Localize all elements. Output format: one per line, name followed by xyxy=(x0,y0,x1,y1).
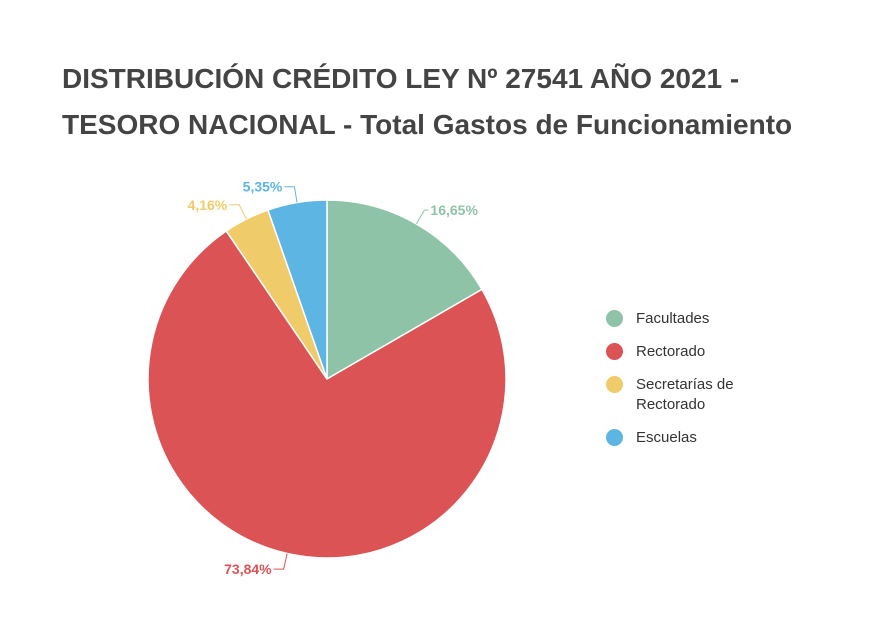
leader-line-secretarias-de-rectorado xyxy=(229,204,247,220)
legend-label: Facultades xyxy=(636,310,710,327)
legend-item-escuelas[interactable]: Escuelas xyxy=(606,428,826,448)
legend-item-rectorado[interactable]: Rectorado xyxy=(606,342,826,362)
leader-line-escuelas xyxy=(284,186,298,203)
data-label-rectorado: 73,84% xyxy=(224,561,272,577)
legend: Facultades Rectorado Secretarías de Rector… xyxy=(606,309,826,461)
data-label-secretarias-de-rectorado: 4,16% xyxy=(188,197,228,213)
legend-swatch xyxy=(606,376,623,393)
data-labels: 16,65% 73,84% 4,16% 5,35% xyxy=(188,179,479,577)
legend-label: Escuelas xyxy=(636,429,697,446)
legend-swatch xyxy=(606,310,623,327)
legend-swatch xyxy=(606,429,623,446)
legend-label: Rectorado xyxy=(636,343,706,360)
pie-slices xyxy=(147,199,507,559)
data-label-facultades: 16,65% xyxy=(430,202,478,218)
pie-chart: 16,65% 73,84% 4,16% 5,35% xyxy=(147,179,507,577)
legend-item-facultades[interactable]: Facultades xyxy=(606,309,826,329)
leader-lines xyxy=(229,186,429,570)
pie-slice-facultades xyxy=(326,199,483,381)
data-label-escuelas: 5,35% xyxy=(243,179,283,195)
leader-line-rectorado xyxy=(273,553,288,570)
legend-swatch xyxy=(606,343,623,360)
leader-line-facultades xyxy=(415,209,429,225)
chart-title: DISTRIBUCIÓN CRÉDITO LEY Nº 27541 AÑO 20… xyxy=(62,63,793,140)
legend-item-secretarias-de-rectorado[interactable]: Secretarías de Rectorado xyxy=(606,375,826,415)
pie-slice-rectorado xyxy=(147,229,507,559)
legend-label: Secretarías de Rectorado xyxy=(636,376,734,413)
